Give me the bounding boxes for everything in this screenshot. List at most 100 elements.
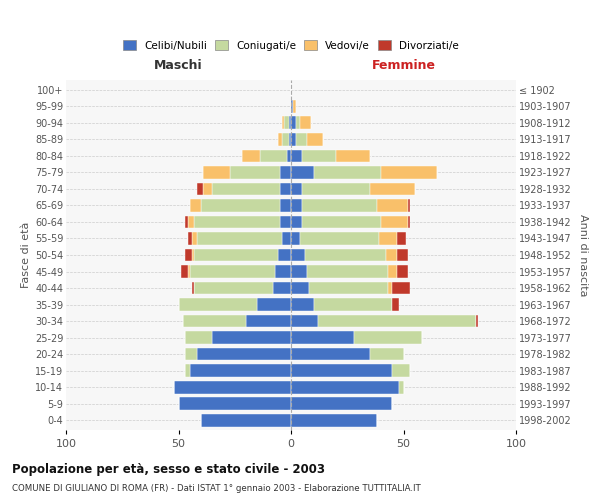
Bar bbox=[194, 216, 280, 228]
Bar bbox=[291, 348, 370, 360]
Bar bbox=[289, 133, 291, 146]
Bar bbox=[203, 166, 230, 179]
Bar bbox=[354, 331, 421, 344]
Bar bbox=[291, 248, 305, 262]
Bar bbox=[287, 150, 291, 162]
Bar bbox=[212, 331, 291, 344]
Text: Femmine: Femmine bbox=[371, 58, 436, 71]
Bar bbox=[291, 166, 314, 179]
Bar bbox=[397, 248, 408, 262]
Bar bbox=[280, 182, 291, 196]
Bar bbox=[318, 314, 476, 328]
Bar bbox=[212, 182, 280, 196]
Bar bbox=[284, 116, 289, 130]
Bar bbox=[291, 298, 314, 311]
Bar bbox=[201, 414, 291, 426]
Bar bbox=[179, 397, 291, 410]
Bar bbox=[408, 199, 410, 212]
Bar bbox=[370, 182, 415, 196]
Bar bbox=[302, 199, 377, 212]
Bar bbox=[307, 133, 323, 146]
Bar bbox=[314, 298, 392, 311]
Bar bbox=[192, 232, 197, 245]
Bar bbox=[291, 133, 296, 146]
Bar bbox=[476, 314, 478, 328]
Bar bbox=[192, 248, 194, 262]
Bar bbox=[192, 282, 194, 294]
Bar bbox=[379, 232, 397, 245]
Y-axis label: Fasce di età: Fasce di età bbox=[20, 222, 31, 288]
Bar bbox=[185, 331, 212, 344]
Bar bbox=[280, 216, 291, 228]
Bar bbox=[197, 232, 282, 245]
Bar bbox=[280, 199, 291, 212]
Bar bbox=[291, 397, 392, 410]
Bar bbox=[291, 232, 300, 245]
Bar bbox=[336, 150, 370, 162]
Bar bbox=[291, 414, 377, 426]
Bar bbox=[185, 348, 197, 360]
Bar bbox=[392, 282, 410, 294]
Bar bbox=[260, 150, 287, 162]
Bar bbox=[289, 116, 291, 130]
Text: COMUNE DI GIULIANO DI ROMA (FR) - Dati ISTAT 1° gennaio 2003 - Elaborazione TUTT: COMUNE DI GIULIANO DI ROMA (FR) - Dati I… bbox=[12, 484, 421, 493]
Bar bbox=[190, 364, 291, 377]
Bar bbox=[381, 216, 408, 228]
Bar bbox=[280, 166, 291, 179]
Bar bbox=[309, 282, 388, 294]
Bar bbox=[194, 248, 277, 262]
Bar bbox=[300, 116, 311, 130]
Bar bbox=[185, 216, 187, 228]
Y-axis label: Anni di nascita: Anni di nascita bbox=[578, 214, 589, 296]
Bar bbox=[277, 133, 282, 146]
Bar bbox=[291, 150, 302, 162]
Bar bbox=[190, 265, 275, 278]
Bar bbox=[291, 282, 309, 294]
Bar bbox=[187, 232, 192, 245]
Bar bbox=[381, 166, 437, 179]
Bar bbox=[282, 116, 284, 130]
Bar bbox=[246, 314, 291, 328]
Text: Popolazione per età, sesso e stato civile - 2003: Popolazione per età, sesso e stato civil… bbox=[12, 462, 325, 475]
Bar bbox=[273, 282, 291, 294]
Bar bbox=[291, 116, 296, 130]
Bar bbox=[194, 282, 273, 294]
Bar bbox=[185, 364, 190, 377]
Bar bbox=[291, 314, 318, 328]
Bar bbox=[377, 199, 408, 212]
Bar bbox=[296, 116, 300, 130]
Bar bbox=[282, 232, 291, 245]
Bar bbox=[203, 182, 212, 196]
Bar bbox=[257, 298, 291, 311]
Bar bbox=[302, 216, 381, 228]
Bar bbox=[187, 216, 194, 228]
Bar bbox=[291, 100, 293, 113]
Bar bbox=[307, 265, 388, 278]
Bar bbox=[305, 248, 386, 262]
Bar bbox=[282, 133, 289, 146]
Bar bbox=[174, 380, 291, 394]
Bar bbox=[275, 265, 291, 278]
Bar bbox=[388, 282, 392, 294]
Bar bbox=[185, 248, 192, 262]
Bar bbox=[241, 150, 260, 162]
Bar bbox=[291, 199, 302, 212]
Bar bbox=[197, 348, 291, 360]
Bar bbox=[302, 182, 370, 196]
Bar bbox=[190, 199, 201, 212]
Bar bbox=[397, 265, 408, 278]
Bar bbox=[291, 331, 354, 344]
Bar bbox=[179, 298, 257, 311]
Bar bbox=[201, 199, 280, 212]
Bar bbox=[314, 166, 381, 179]
Bar bbox=[197, 182, 203, 196]
Bar bbox=[181, 265, 187, 278]
Bar bbox=[187, 265, 190, 278]
Bar bbox=[293, 100, 296, 113]
Legend: Celibi/Nubili, Coniugati/e, Vedovi/e, Divorziati/e: Celibi/Nubili, Coniugati/e, Vedovi/e, Di… bbox=[119, 36, 463, 55]
Bar bbox=[370, 348, 404, 360]
Bar bbox=[397, 232, 406, 245]
Bar bbox=[291, 216, 302, 228]
Bar bbox=[302, 150, 336, 162]
Bar bbox=[392, 298, 399, 311]
